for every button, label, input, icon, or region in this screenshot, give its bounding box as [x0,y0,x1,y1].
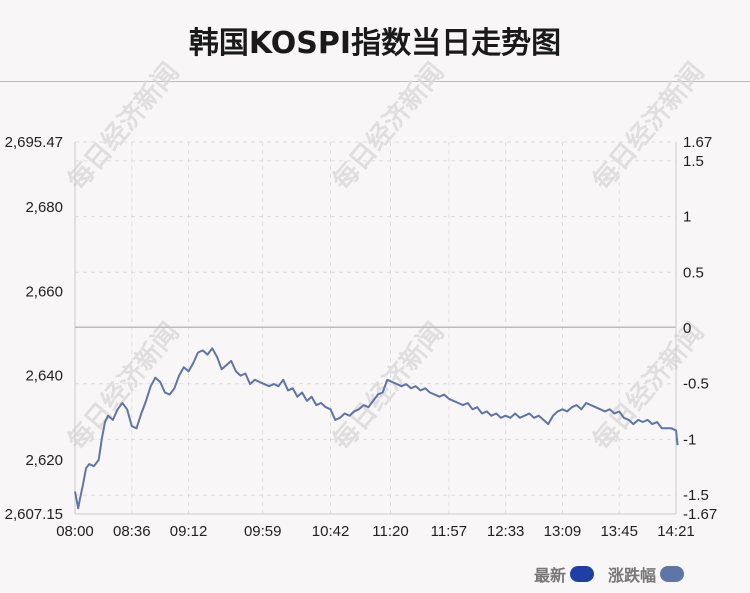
legend-swatch-latest [569,566,594,582]
x-tick-label: 13:45 [600,523,638,540]
legend-label-latest: 最新 [533,566,566,585]
legend-item-change[interactable]: 涨跌幅 [608,562,684,586]
legend-label-change: 涨跌幅 [607,566,656,585]
watermark-text: 每日经济新闻 [326,57,450,196]
y-right-tick-label: -0.5 [683,376,709,393]
y-right-tick-label: -1 [683,431,696,448]
y-left-tick-label: 2,695.47 [5,134,63,151]
y-axis-left: 2,607.15 2,620 2,640 2,660 2,680 2,695.47 [5,134,63,523]
x-tick-label: 09:59 [244,523,282,540]
x-tick-label: 12:33 [487,523,525,540]
y-right-tick-label: 1 [683,209,691,226]
y-left-tick-label: 2,607.15 [5,506,63,523]
x-axis: 08:00 08:36 09:12 09:59 10:42 11:20 11:57 12:33… [56,523,695,540]
x-tick-label: 11:57 [431,523,467,540]
y-left-tick-label: 2,680 [25,199,63,216]
x-tick-label: 08:00 [56,523,94,540]
y-left-tick-label: 2,660 [25,283,63,300]
legend-swatch-change [660,566,684,582]
series-line-kospi [74,347,679,510]
watermark-text: 每日经济新闻 [326,317,450,456]
chart-title: 韩国KOSPI指数当日走势图 [188,26,562,61]
y-left-tick-label: 2,640 [25,368,63,385]
x-tick-label: 10:42 [312,523,350,540]
x-tick-label: 09:12 [170,523,208,540]
x-tick-label: 08:36 [113,523,151,540]
legend-item-latest[interactable]: 最新 [534,562,594,586]
y-right-tick-label: -1.67 [683,506,717,523]
series-layer [74,347,679,510]
y-right-tick-label: -1.5 [683,487,709,504]
y-right-tick-label: 0 [683,320,691,337]
y-left-tick-label: 2,620 [25,452,63,469]
y-right-tick-label: 1.5 [683,153,704,170]
watermark-text: 每日经济新闻 [61,57,185,196]
axes [74,142,677,515]
y-right-tick-label: 0.5 [683,264,704,281]
y-axis-right: -1.67 -1.5 -1 -0.5 0 0.5 1 1.5 1.67 [683,134,717,523]
title-divider [0,81,750,82]
x-tick-label: 14:21 [657,523,695,540]
watermark-text: 每日经济新闻 [61,317,185,456]
y-right-tick-label: 1.67 [683,134,712,151]
x-tick-label: 11:20 [372,523,408,540]
grid-lines [75,141,676,515]
watermark-text: 每日经济新闻 [586,57,710,196]
x-tick-label: 13:09 [544,523,582,540]
legend: 最新 涨跌幅 [520,562,684,586]
